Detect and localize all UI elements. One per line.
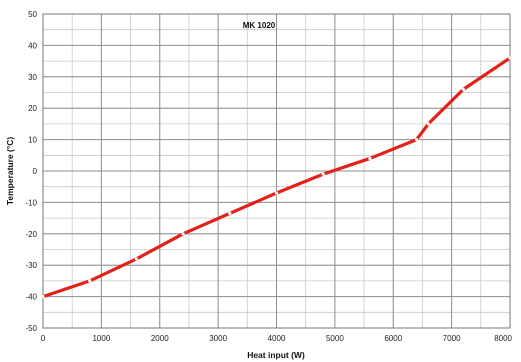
plot-area-frame	[42, 13, 511, 329]
x-tick-label: 6000	[384, 334, 402, 343]
data-point	[274, 191, 279, 195]
x-axis-tick-labels: 0 1000 2000 3000 4000 5000 6000 7000 8000	[41, 334, 513, 343]
data-point	[508, 56, 512, 60]
x-tick-label: 7000	[443, 334, 461, 343]
data-point	[41, 295, 45, 299]
y-tick-label: -20	[25, 230, 37, 239]
y-tick-label: 20	[28, 104, 37, 113]
data-point	[415, 138, 419, 142]
x-tick-label: 3000	[209, 334, 227, 343]
x-tick-label: 0	[41, 334, 46, 343]
y-tick-label: -30	[25, 261, 37, 270]
x-tick-label: 5000	[326, 334, 344, 343]
x-tick-label: 1000	[92, 334, 110, 343]
x-tick-label: 8000	[494, 334, 512, 343]
data-point	[228, 211, 232, 215]
y-tick-label: 40	[28, 41, 37, 50]
y-tick-label: -40	[25, 293, 37, 302]
y-tick-label: 50	[28, 10, 37, 19]
data-point	[368, 156, 372, 161]
data-point	[461, 87, 465, 91]
y-axis-tick-labels: -50 -40 -30 -20 -10 0 10 20 30 40 50	[25, 10, 37, 333]
x-tick-label: 2000	[151, 334, 169, 343]
data-point	[134, 257, 138, 261]
y-tick-label: 30	[28, 73, 37, 82]
chart-title: MK 1020	[243, 21, 276, 30]
data-point	[181, 232, 185, 236]
y-tick-label: -10	[25, 198, 37, 207]
data-point	[426, 122, 430, 126]
x-axis-title: Heat input (W)	[247, 350, 305, 360]
y-tick-label: -50	[25, 324, 37, 333]
data-point	[321, 172, 325, 176]
series-line	[41, 56, 512, 299]
series-layer	[41, 56, 512, 299]
x-tick-label: 4000	[268, 334, 286, 343]
data-point	[88, 279, 92, 283]
y-tick-label: 10	[28, 136, 37, 145]
y-axis-title: Temperature (°C)	[5, 137, 15, 206]
y-tick-label: 0	[33, 167, 38, 176]
